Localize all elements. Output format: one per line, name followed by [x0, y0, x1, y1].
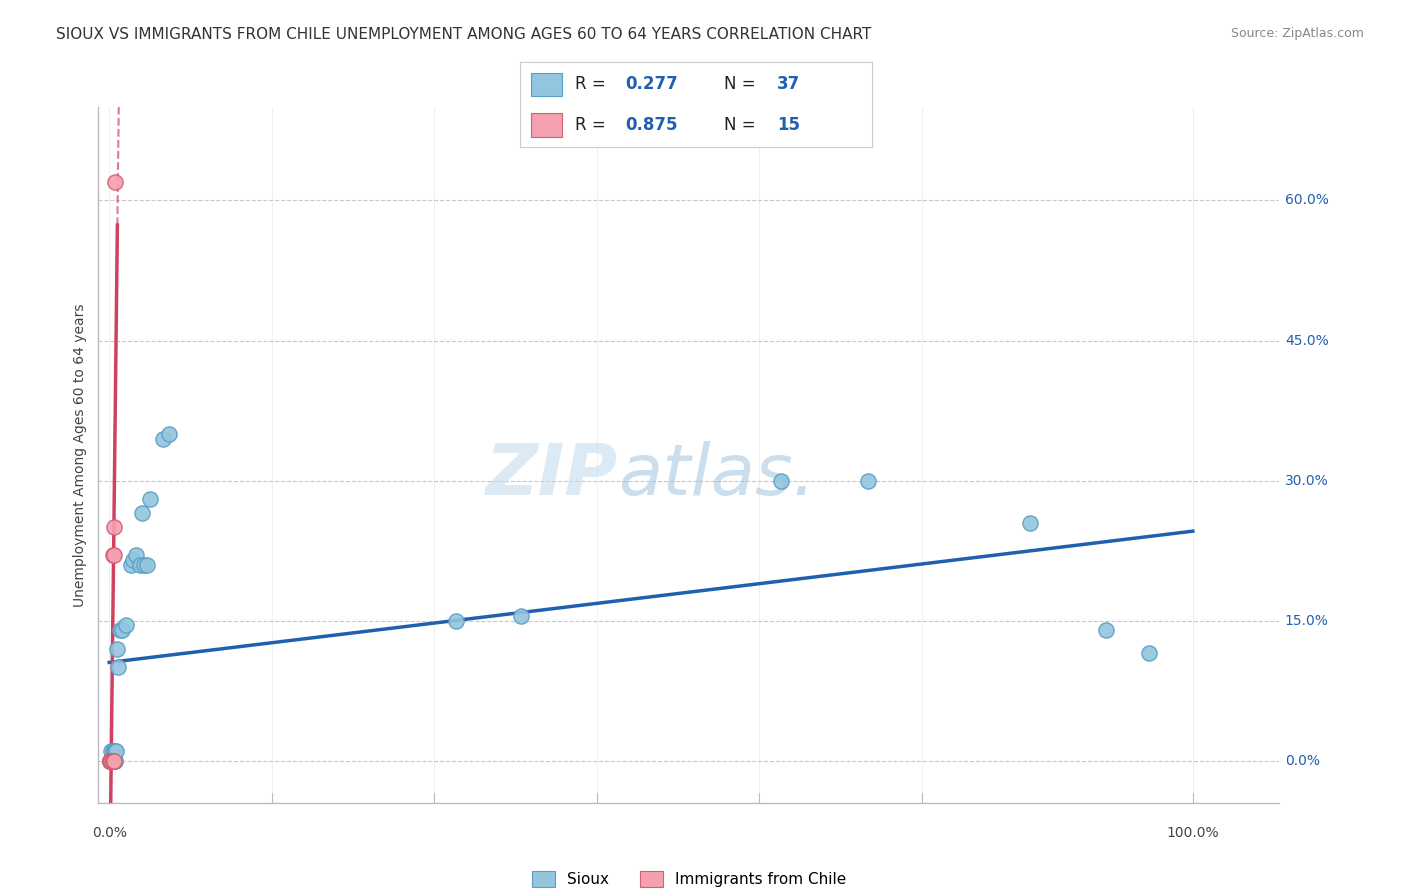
- Point: [103, 744, 125, 758]
- Point: [103, 754, 125, 768]
- Text: 15.0%: 15.0%: [1285, 614, 1329, 628]
- Point: [103, 754, 125, 768]
- Point: [136, 558, 159, 572]
- Point: [128, 558, 150, 572]
- Point: [100, 754, 122, 768]
- Point: [100, 754, 122, 768]
- Point: [100, 744, 122, 758]
- Point: [108, 623, 131, 637]
- Bar: [531, 72, 562, 96]
- Point: [770, 474, 793, 488]
- Point: [98, 754, 121, 768]
- Point: [104, 754, 127, 768]
- Y-axis label: Unemployment Among Ages 60 to 64 years: Unemployment Among Ages 60 to 64 years: [73, 303, 87, 607]
- Text: R =: R =: [575, 76, 610, 94]
- Point: [111, 623, 134, 637]
- Point: [444, 614, 467, 628]
- Point: [152, 432, 174, 446]
- Point: [104, 754, 127, 768]
- Point: [98, 754, 121, 768]
- Point: [139, 492, 162, 507]
- Text: ZIP: ZIP: [486, 442, 619, 510]
- Point: [157, 426, 180, 441]
- Point: [131, 506, 153, 520]
- Point: [101, 754, 124, 768]
- Point: [114, 618, 136, 632]
- Point: [1095, 623, 1118, 637]
- Point: [107, 660, 129, 674]
- Point: [101, 754, 124, 768]
- Text: 60.0%: 60.0%: [1285, 194, 1329, 208]
- Point: [98, 754, 121, 768]
- Text: 45.0%: 45.0%: [1285, 334, 1329, 348]
- Text: SIOUX VS IMMIGRANTS FROM CHILE UNEMPLOYMENT AMONG AGES 60 TO 64 YEARS CORRELATIO: SIOUX VS IMMIGRANTS FROM CHILE UNEMPLOYM…: [56, 27, 872, 42]
- Point: [510, 609, 533, 624]
- Text: 100.0%: 100.0%: [1167, 826, 1219, 840]
- Point: [100, 754, 122, 768]
- Point: [1139, 646, 1161, 660]
- Text: 0.277: 0.277: [626, 76, 679, 94]
- Bar: [531, 113, 562, 137]
- Point: [132, 558, 155, 572]
- Point: [856, 474, 879, 488]
- Text: 0.0%: 0.0%: [1285, 754, 1320, 768]
- Text: 30.0%: 30.0%: [1285, 474, 1329, 488]
- Point: [103, 520, 125, 534]
- Point: [98, 754, 121, 768]
- Text: Source: ZipAtlas.com: Source: ZipAtlas.com: [1230, 27, 1364, 40]
- Point: [98, 754, 121, 768]
- Text: atlas.: atlas.: [619, 442, 815, 510]
- Text: N =: N =: [724, 76, 761, 94]
- Point: [103, 549, 125, 563]
- Text: 0.875: 0.875: [626, 116, 678, 134]
- Point: [100, 754, 122, 768]
- Point: [101, 549, 124, 563]
- Legend: Sioux, Immigrants from Chile: Sioux, Immigrants from Chile: [526, 865, 852, 892]
- Point: [100, 754, 122, 768]
- Point: [1019, 516, 1042, 530]
- Point: [101, 754, 124, 768]
- Point: [120, 558, 142, 572]
- Text: R =: R =: [575, 116, 610, 134]
- Point: [104, 744, 127, 758]
- Text: 0.0%: 0.0%: [91, 826, 127, 840]
- Point: [122, 553, 145, 567]
- Point: [100, 754, 122, 768]
- Point: [125, 549, 148, 563]
- Text: 37: 37: [778, 76, 800, 94]
- Point: [101, 754, 124, 768]
- Text: 15: 15: [778, 116, 800, 134]
- Point: [104, 175, 127, 189]
- Point: [105, 641, 128, 656]
- Point: [101, 754, 124, 768]
- Point: [104, 744, 127, 758]
- Point: [101, 744, 124, 758]
- Text: N =: N =: [724, 116, 761, 134]
- Point: [98, 754, 121, 768]
